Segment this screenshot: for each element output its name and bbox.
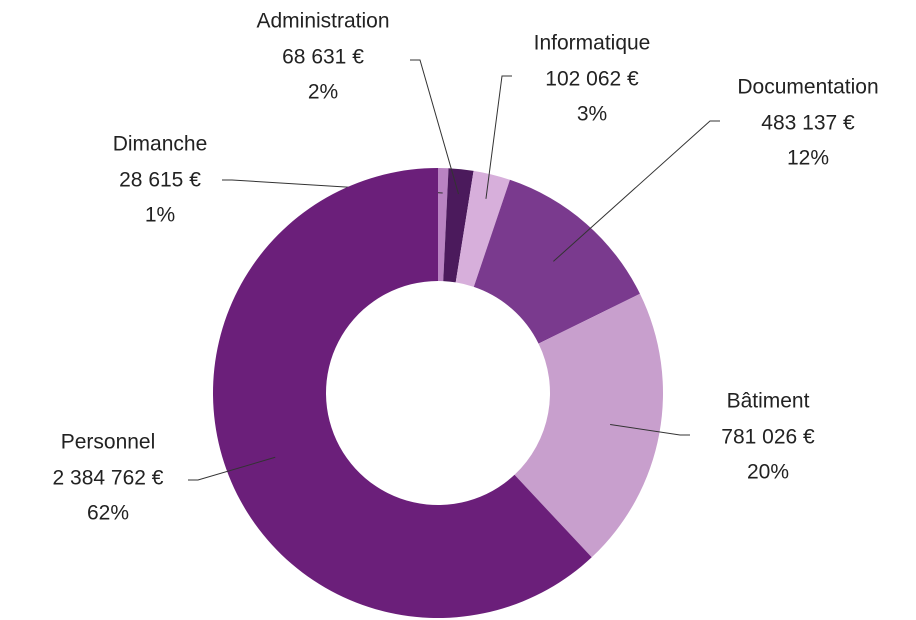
leader-line — [188, 456, 276, 481]
value-label: 2 384 762 € — [53, 467, 164, 490]
percent-label: 20% — [747, 461, 789, 484]
percent-label: 12% — [787, 147, 829, 170]
donut-slice — [473, 179, 640, 344]
donut-slice — [443, 168, 474, 283]
category-label: Dimanche — [113, 133, 208, 156]
leader-line — [610, 424, 690, 436]
percent-label: 62% — [87, 502, 129, 525]
percent-label: 3% — [577, 103, 607, 126]
category-label: Administration — [256, 10, 389, 33]
category-label: Personnel — [61, 431, 156, 454]
value-label: 28 615 € — [119, 169, 201, 192]
category-label: Bâtiment — [727, 390, 810, 413]
donut-slice — [438, 168, 449, 282]
percent-label: 2% — [308, 81, 338, 104]
donut-slice — [514, 293, 663, 558]
donut-slice — [212, 168, 592, 618]
donut-slice — [455, 170, 510, 287]
leader-line — [410, 59, 459, 195]
leader-line — [553, 120, 720, 262]
category-label: Informatique — [534, 32, 651, 55]
value-label: 102 062 € — [545, 68, 639, 91]
leader-line — [485, 75, 512, 199]
value-label: 781 026 € — [721, 426, 815, 449]
value-label: 68 631 € — [282, 46, 364, 69]
value-label: 483 137 € — [761, 112, 855, 135]
percent-label: 1% — [145, 204, 175, 227]
category-label: Documentation — [737, 76, 878, 99]
